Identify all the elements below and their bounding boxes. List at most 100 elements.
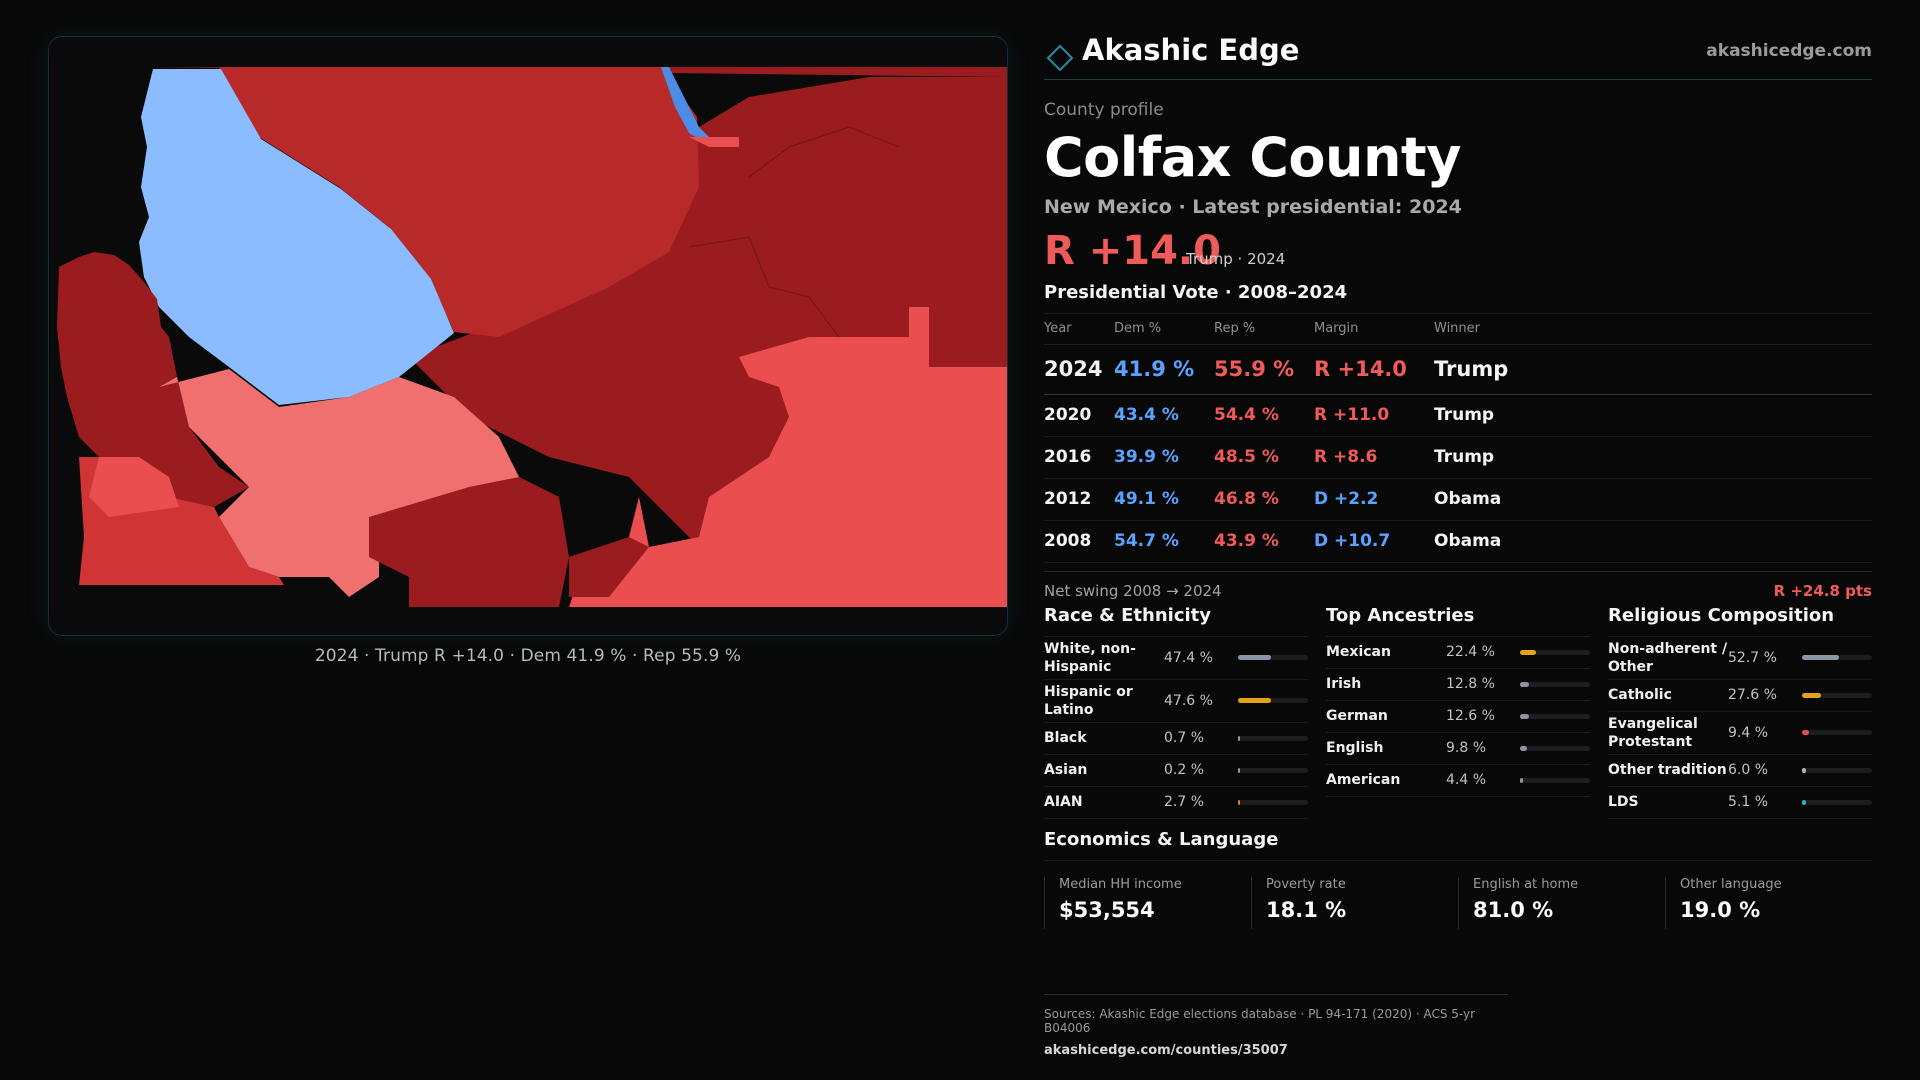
col-margin: Margin — [1314, 314, 1434, 345]
race-label: Asian — [1044, 762, 1088, 778]
race-section: Race & Ethnicity White, non-Hispanic 47.4… — [1044, 605, 1308, 819]
stat-other-language: Other language 19.0 % — [1665, 876, 1872, 929]
ancestry-pct: 12.8 % — [1446, 676, 1495, 692]
brand-url-link[interactable]: akashicedge.com — [1706, 41, 1872, 61]
vote-year: 2012 — [1044, 478, 1114, 521]
race-bar-fill — [1238, 698, 1272, 703]
vote-year: 2020 — [1044, 394, 1114, 437]
stat-label: Other language — [1680, 876, 1782, 892]
ancestry-label: Irish — [1326, 676, 1362, 692]
religion-list: Non-adherent / Other 52.7 % Catholic 27.6 %… — [1608, 637, 1872, 819]
page-eyebrow: County profile — [1044, 100, 1164, 120]
religion-title: Religious Composition — [1608, 605, 1872, 637]
religion-bar-fill — [1802, 655, 1839, 660]
vote-winner: Trump — [1434, 394, 1872, 437]
economics-stats: Median HH income $53,554 Poverty rate 18… — [1044, 876, 1872, 929]
race-row: White, non-Hispanic 47.4 % — [1044, 637, 1308, 680]
vote-rep-pct: 46.8 % — [1214, 478, 1314, 521]
col-dem: Dem % — [1114, 314, 1214, 345]
map-boundary-line — [688, 236, 840, 338]
vote-dem-pct: 41.9 % — [1114, 344, 1214, 395]
race-bar — [1238, 767, 1308, 773]
religion-bar-fill — [1802, 799, 1806, 805]
map-region-lake-edge[interactable] — [689, 137, 739, 147]
precinct-map-svg[interactable] — [49, 37, 1008, 636]
religion-bar — [1802, 730, 1872, 735]
vote-dem-pct: 39.9 % — [1114, 436, 1214, 479]
vote-margin: R +14.0 — [1314, 344, 1434, 395]
ancestry-pct: 12.6 % — [1446, 708, 1495, 724]
religion-row: Other tradition 6.0 % — [1608, 755, 1872, 787]
map-region-southwest-inset[interactable] — [89, 457, 179, 517]
map-region-lake[interactable] — [661, 67, 709, 143]
vote-winner: Trump — [1434, 344, 1872, 395]
sources-line: Sources: Akashic Edge elections database… — [1044, 1007, 1476, 1035]
ancestry-pct: 9.8 % — [1446, 740, 1487, 756]
vote-rep-pct: 54.4 % — [1214, 394, 1314, 437]
page-title: Colfax County — [1044, 126, 1461, 189]
ancestry-bar — [1520, 681, 1590, 687]
race-bar — [1238, 735, 1308, 741]
race-label: AIAN — [1044, 794, 1083, 810]
ancestry-label: American — [1326, 772, 1401, 788]
religion-bar-fill — [1802, 767, 1807, 773]
sources-link[interactable]: akashicedge.com/counties/35007 — [1044, 1043, 1288, 1058]
ancestry-row: Mexican 22.4 % — [1326, 637, 1590, 669]
map-region-northwest-dem[interactable] — [139, 69, 454, 405]
race-bar-fill — [1238, 655, 1272, 660]
headline-margin-value: R +14.0 — [1044, 228, 1221, 274]
religion-label: Other tradition — [1608, 762, 1727, 778]
religion-bar-fill — [1802, 730, 1809, 735]
ancestry-row: Irish 12.8 % — [1326, 669, 1590, 701]
ancestry-bar — [1520, 649, 1590, 655]
precinct-map[interactable] — [48, 36, 1008, 636]
vote-winner: Obama — [1434, 520, 1872, 563]
vote-rep-pct: 55.9 % — [1214, 344, 1314, 395]
ancestry-label: English — [1326, 740, 1384, 756]
vote-rep-pct: 43.9 % — [1214, 520, 1314, 563]
race-label: Hispanic or Latino — [1044, 683, 1133, 718]
stat-value: 81.0 % — [1473, 897, 1554, 922]
race-row: Hispanic or Latino 47.6 % — [1044, 680, 1308, 723]
stat-median-income: Median HH income $53,554 — [1044, 876, 1251, 929]
stat-label: Poverty rate — [1266, 876, 1346, 892]
vote-table: Year Dem % Rep % Margin Winner 2024 41.9 … — [1044, 314, 1872, 563]
religion-bar — [1802, 799, 1872, 805]
map-region-west[interactable] — [57, 252, 249, 507]
race-pct: 47.4 % — [1164, 649, 1213, 666]
race-title: Race & Ethnicity — [1044, 605, 1308, 637]
vote-row: 2020 43.4 % 54.4 % R +11.0 Trump — [1044, 394, 1872, 437]
ancestry-row: American 4.4 % — [1326, 765, 1590, 797]
religion-bar-fill — [1802, 692, 1822, 698]
ancestry-bar — [1520, 745, 1590, 751]
net-swing-value: R +24.8 pts — [1773, 581, 1872, 600]
map-region-central-south[interactable] — [369, 477, 569, 607]
race-row: Black 0.7 % — [1044, 723, 1308, 755]
race-bar — [1238, 799, 1308, 805]
ancestry-bar-fill — [1520, 713, 1529, 719]
religion-bar — [1802, 767, 1872, 773]
vote-row: 2024 41.9 % 55.9 % R +14.0 Trump — [1044, 344, 1872, 395]
header: Akashic Edge akashicedge.com — [1044, 28, 1872, 80]
map-region-south-central[interactable] — [569, 537, 649, 597]
page-subtitle: New Mexico · Latest presidential: 2024 — [1044, 196, 1462, 218]
religion-bar — [1802, 655, 1872, 660]
stat-value: 18.1 % — [1266, 897, 1347, 922]
ancestry-bar-fill — [1520, 649, 1536, 655]
ancestry-bar — [1520, 713, 1590, 719]
ancestry-bar-fill — [1520, 745, 1527, 751]
map-region-southwest-light[interactable] — [159, 369, 519, 597]
religion-row: Catholic 27.6 % — [1608, 680, 1872, 712]
map-region-east[interactable] — [569, 307, 1007, 607]
vote-dem-pct: 43.4 % — [1114, 394, 1214, 437]
economics-title: Economics & Language — [1044, 829, 1872, 861]
religion-pct: 52.7 % — [1728, 649, 1777, 666]
map-region-north[interactable] — [219, 67, 699, 337]
headline-margin-note: Trump · 2024 — [1186, 250, 1286, 268]
race-row: AIAN 2.7 % — [1044, 787, 1308, 819]
map-caption: 2024 · Trump R +14.0 · Dem 41.9 % · Rep … — [314, 646, 742, 666]
vote-margin: R +11.0 — [1314, 394, 1434, 437]
vote-winner: Trump — [1434, 436, 1872, 479]
race-list: White, non-Hispanic 47.4 % Hispanic or Lat… — [1044, 637, 1308, 819]
vote-row: 2012 49.1 % 46.8 % D +2.2 Obama — [1044, 478, 1872, 521]
